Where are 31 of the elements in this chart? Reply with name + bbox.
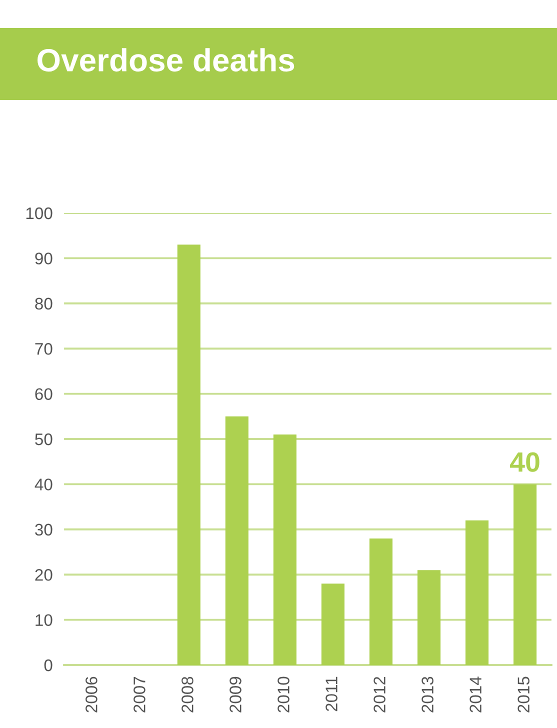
x-tick-label: 2008 <box>182 676 194 712</box>
x-tick-label: 2006 <box>86 676 98 712</box>
y-tick-label: 50 <box>35 433 52 446</box>
y-tick-label: 10 <box>36 614 52 626</box>
data-label: 40 <box>510 452 540 472</box>
x-tick-label: 2014 <box>470 676 482 712</box>
x-tick-label: 2010 <box>278 676 290 712</box>
y-tick-label: 90 <box>35 252 52 264</box>
y-tick-label: 70 <box>35 343 52 355</box>
bar <box>417 570 441 665</box>
bar <box>369 538 392 665</box>
bar <box>513 484 537 665</box>
y-tick-label: 30 <box>35 524 52 536</box>
bar <box>321 584 344 665</box>
x-tick-label: 2015 <box>518 676 530 712</box>
x-tick-label: 2013 <box>422 676 434 712</box>
y-tick-label: 60 <box>35 388 52 400</box>
y-tick-label: 40 <box>34 478 52 490</box>
x-tick-label: 2012 <box>374 676 386 712</box>
y-tick-label: 80 <box>35 298 52 310</box>
bar <box>225 416 248 665</box>
y-tick-label: 20 <box>35 569 52 581</box>
y-tick-label: 0 <box>44 659 52 672</box>
bar <box>273 434 296 665</box>
y-tick-label: 100 <box>26 207 52 220</box>
x-tick-label: 2007 <box>134 676 146 712</box>
chart-title: Overdose deaths <box>38 48 294 72</box>
x-tick-label: 2009 <box>230 676 242 712</box>
bar <box>177 244 200 665</box>
bar <box>465 520 489 665</box>
x-tick-label: 2011 <box>326 676 338 712</box>
